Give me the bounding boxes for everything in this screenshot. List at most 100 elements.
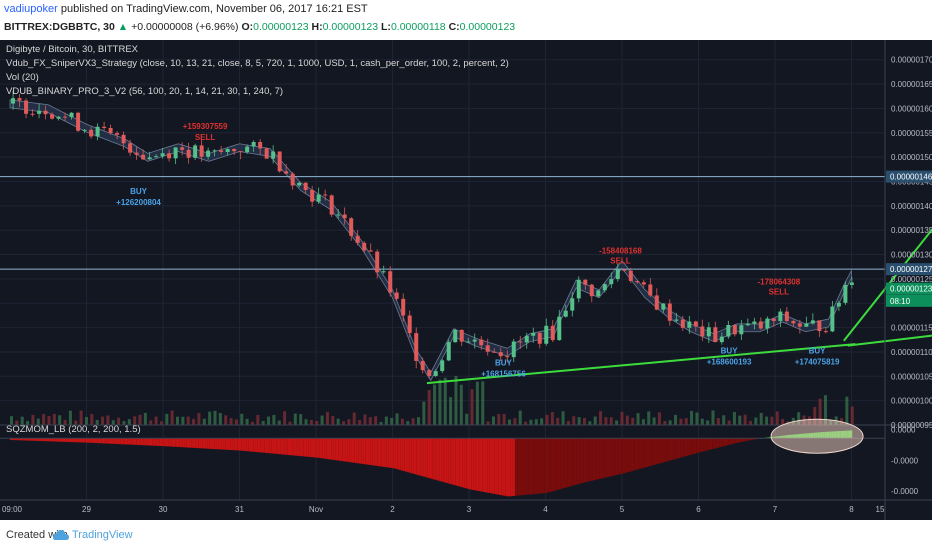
momentum-bar: [384, 438, 387, 468]
x-tick-label: 5: [620, 505, 625, 514]
candle-body: [511, 341, 516, 358]
volume-bar: [641, 419, 645, 425]
volume-bar: [309, 419, 313, 425]
indicator-binary-label[interactable]: VDUB_BINARY_PRO_3_V2 (56, 100, 20, 1, 14…: [6, 86, 284, 97]
candle-body: [765, 318, 770, 329]
momentum-bar: [544, 438, 548, 494]
momentum-bar: [489, 438, 492, 494]
chart-area[interactable]: +159307559 SELL BUY +126200804 -158408168 SEL…: [0, 40, 932, 520]
momentum-bar: [714, 438, 717, 449]
x-tick-label: 30: [159, 505, 168, 514]
momentum-bar: [423, 438, 426, 477]
momentum-bar: [365, 438, 369, 465]
volume-bar: [272, 414, 276, 425]
volume-bar: [722, 415, 726, 425]
y-tick-label: 0.00000125: [891, 275, 932, 284]
momentum-bar: [250, 438, 254, 452]
volume-bar: [176, 416, 180, 425]
momentum-bar: [170, 438, 173, 447]
price-axis[interactable]: 0.00000170 0.00000165 0.00000160 0.00000155…: [884, 40, 932, 520]
candle-body: [303, 182, 308, 190]
y-tick-label: 0.00000105: [891, 372, 932, 381]
candle-body: [797, 323, 802, 327]
volume-bar: [68, 410, 72, 425]
price-tag[interactable]: [886, 170, 932, 183]
candle-body: [69, 112, 74, 118]
indicator-sniper-label[interactable]: Vdub_FX_SniperVX3_Strategy (close, 10, 1…: [6, 58, 509, 69]
momentum-bar: [420, 438, 424, 477]
volume-bar: [690, 410, 694, 425]
volume-bar: [224, 415, 228, 425]
volume-bar: [636, 413, 640, 425]
candle-body: [414, 333, 419, 361]
momentum-y-tick: -0.0000: [891, 456, 919, 465]
symbol-label: BITTREX:DGBBTC, 30: [4, 21, 115, 33]
volume-bar: [154, 416, 158, 425]
volume-bar: [250, 421, 254, 425]
momentum-bar: [503, 438, 506, 496]
volume-bar: [775, 411, 779, 425]
volume-bar: [36, 418, 40, 425]
candle-body: [563, 310, 568, 317]
momentum-bar: [338, 438, 341, 461]
momentum-bar: [195, 438, 199, 449]
momentum-bar: [549, 438, 552, 492]
momentum-bar: [78, 438, 82, 443]
price-chart[interactable]: +159307559SELLBUY+126200804-158408168SEL…: [0, 40, 932, 520]
momentum-label[interactable]: SQZMOM_LB (200, 2, 200, 1.5): [6, 424, 141, 435]
momentum-bar: [716, 438, 720, 448]
trade-label: +174075819: [795, 358, 840, 367]
momentum-bar: [455, 438, 458, 486]
candle-body: [173, 147, 178, 159]
volume-bar: [320, 415, 324, 425]
trade-label: BUY: [809, 346, 827, 355]
momentum-bar: [393, 438, 396, 469]
volume-bar: [604, 417, 608, 425]
trendline[interactable]: [426, 343, 856, 385]
momentum-bar: [175, 438, 178, 447]
price-tag[interactable]: [886, 263, 932, 276]
volume-bar: [620, 411, 624, 425]
price-tag[interactable]: [886, 294, 932, 307]
volume-bar: [556, 417, 560, 425]
momentum-bar: [124, 438, 128, 445]
candle-body: [407, 315, 412, 334]
momentum-pane: [0, 418, 932, 497]
momentum-bar: [340, 438, 343, 462]
volume-bar: [754, 417, 758, 425]
momentum-bar: [450, 438, 453, 485]
momentum-bar: [205, 438, 208, 449]
volume-bar: [818, 398, 822, 425]
volume-bar: [47, 416, 51, 425]
candle-body: [82, 129, 87, 131]
highlight-ellipse[interactable]: [770, 418, 864, 454]
volume-bar: [674, 414, 678, 425]
momentum-bar: [202, 438, 206, 449]
momentum-bar: [521, 438, 525, 496]
volume-bar: [74, 420, 78, 425]
volume-bar: [63, 419, 67, 425]
momentum-bar: [684, 438, 688, 457]
momentum-bar: [120, 438, 123, 445]
volume-bar: [208, 411, 212, 425]
momentum-bar: [37, 438, 40, 441]
momentum-bar: [379, 438, 382, 467]
author-link[interactable]: vadiupoker: [4, 3, 58, 15]
momentum-bar: [273, 438, 277, 454]
volume-bar: [192, 418, 196, 425]
x-tick-label: 7: [773, 505, 778, 514]
momentum-bar: [127, 438, 130, 445]
x-tick-label: 6: [696, 505, 701, 514]
tradingview-brand[interactable]: TradingView: [72, 529, 133, 541]
price-tag[interactable]: [886, 282, 932, 295]
indicator-volume-label[interactable]: Vol (20): [6, 72, 39, 83]
candle-body: [693, 321, 698, 327]
momentum-bar: [418, 438, 421, 476]
candle-body: [147, 157, 152, 160]
momentum-bar: [390, 438, 394, 469]
volume-bar: [486, 421, 490, 425]
created-with-text: Created with: [6, 529, 68, 541]
candle-body: [778, 311, 783, 321]
time-axis[interactable]: 09:00 29 30 31 Nov 2 3 4 5 6 7 8 15: [0, 499, 932, 514]
trendline[interactable]: [847, 327, 932, 347]
